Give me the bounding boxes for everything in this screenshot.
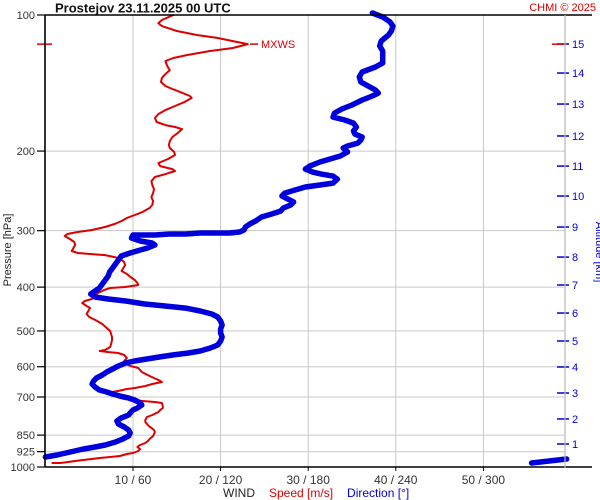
altitude-tick-label: 15 [572,39,584,51]
pressure-tick-label: 600 [17,362,35,374]
wind-legend-label: WIND [223,486,255,500]
pressure-tick-label: 925 [17,447,35,459]
series-layer [42,10,570,466]
altitude-tick-label: 1 [572,439,578,451]
chart-title-station: Prostejov [55,1,115,16]
x-tick-label: 40 / 240 [374,473,418,487]
wind-direction-curve [42,10,396,460]
altitude-tick-label: 7 [572,280,578,292]
altitude-tick-label: 13 [572,99,584,111]
pressure-tick-label: 850 [17,430,35,442]
pressure-axis-title: Pressure [hPa] [2,214,14,287]
altitude-tick-label: 11 [572,161,583,173]
x-tick-label: 50 / 300 [462,473,506,487]
altitude-tick-label: 3 [572,388,578,400]
wind-speed-curve [51,14,249,464]
x-tick-label: 30 / 180 [287,473,331,487]
direction-legend-label: Direction [°] [347,486,409,500]
speed-legend-label: Speed [m/s] [269,486,333,500]
altitude-tick-label: 5 [572,336,578,348]
x-tick-label: 10 / 60 [115,473,152,487]
ticks-layer: 10 / 60 20 / 120 30 / 180 40 / 240 50 / 300 1… [11,10,585,487]
mxws-label: MXWS [261,39,295,51]
chart-title-datetime: 23.11.2025 00 UTC [118,1,231,16]
pressure-tick-label: 100 [17,10,35,22]
x-axis-legend: WIND Speed [m/s] Direction [°] [223,486,409,500]
altitude-tick-label: 6 [572,308,578,320]
altitude-tick-label: 4 [572,362,578,374]
x-tick-label: 20 / 120 [199,473,243,487]
pressure-tick-label: 500 [17,326,35,338]
pressure-tick-label: 700 [17,392,35,404]
altitude-tick-label: 14 [572,68,584,80]
altitude-axis-title: Altitude [km] [593,222,600,283]
altitude-tick-label: 10 [572,191,584,203]
altitude-tick-label: 12 [572,131,584,143]
wind-direction-curve [528,456,570,466]
altitude-tick-label: 8 [572,252,578,264]
pressure-tick-label: 200 [17,146,35,158]
pressure-tick-label: 300 [17,226,35,238]
altitude-tick-label: 2 [572,414,578,426]
copyright-label: CHMI © 2025 [529,2,596,14]
pressure-tick-label: 1000 [11,462,35,474]
pressure-tick-label: 400 [17,282,35,294]
altitude-tick-label: 9 [572,222,578,234]
